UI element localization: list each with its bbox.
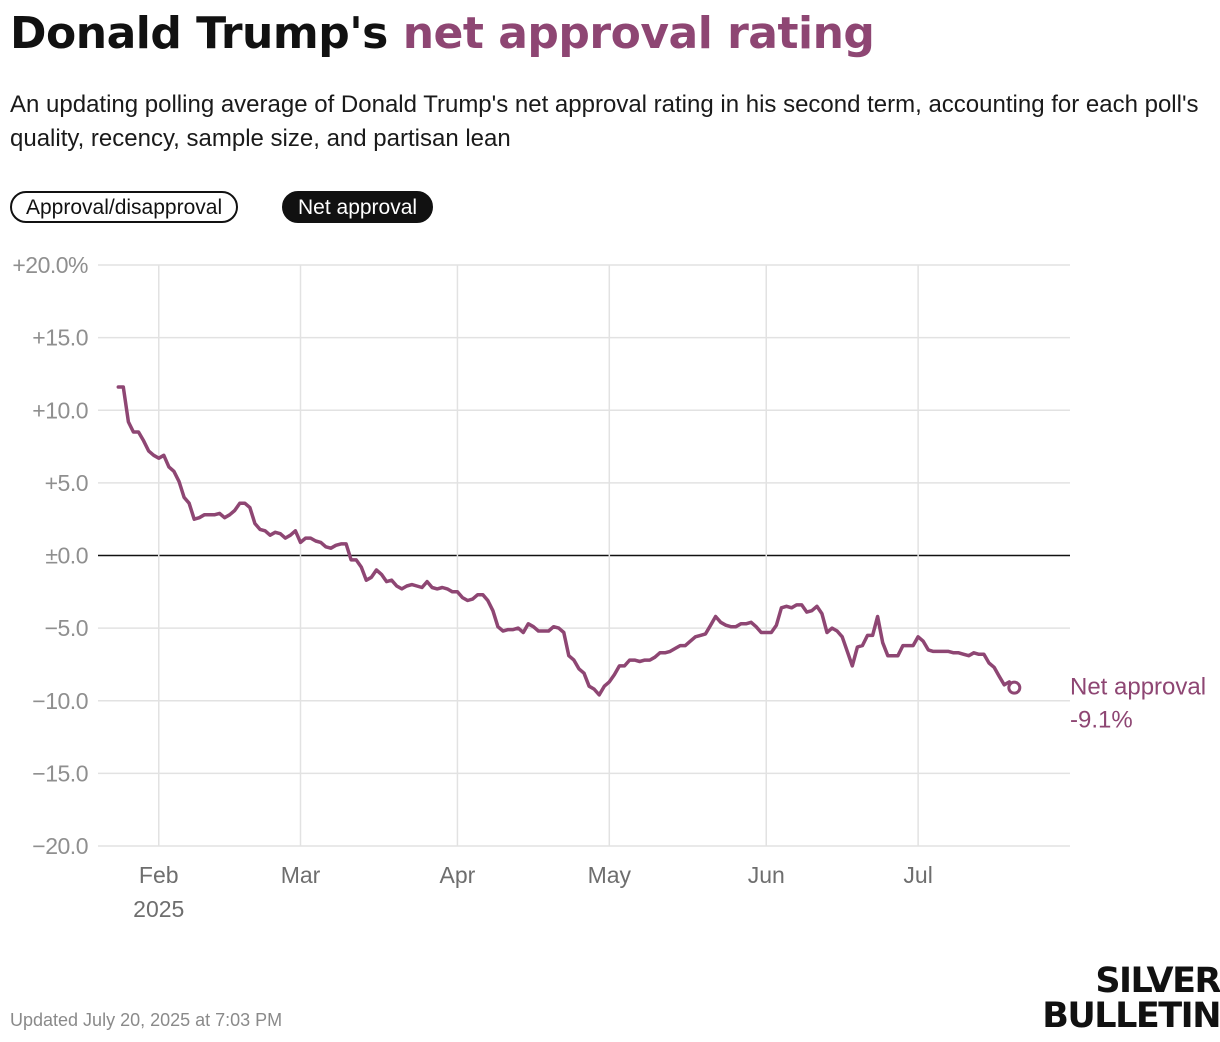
x-tick-label: Jun bbox=[748, 862, 785, 888]
net-approval-endpoint bbox=[1007, 680, 1022, 695]
x-tick-label: Apr bbox=[440, 862, 476, 888]
end-value-label: -9.1% bbox=[1070, 707, 1133, 734]
logo-line-1: SILVER bbox=[1095, 961, 1220, 1001]
x-tick-label: Jul bbox=[903, 862, 932, 888]
y-tick-label: +20.0% bbox=[12, 252, 88, 278]
end-series-label: Net approval bbox=[1070, 674, 1206, 701]
title-accent: net approval rating bbox=[402, 8, 875, 59]
y-tick-label: +5.0 bbox=[45, 470, 88, 496]
x-tick-sublabel: 2025 bbox=[133, 896, 184, 922]
chart-subtitle: An updating polling average of Donald Tr… bbox=[10, 91, 1199, 152]
approval-disapproval-toggle[interactable]: Approval/disapproval bbox=[10, 191, 239, 223]
x-tick-label: May bbox=[588, 862, 632, 888]
y-tick-label: −15.0 bbox=[32, 760, 88, 786]
net-approval-chart: +20.0% +15.0 +10.0 +5.0 ±0.0 −5.0 −10.0 −15.0 −2… bbox=[12, 252, 1206, 922]
x-tick-label: Mar bbox=[281, 862, 321, 888]
net-approval-toggle[interactable]: Net approval bbox=[282, 191, 434, 223]
y-tick-label: +10.0 bbox=[32, 397, 88, 423]
y-tick-label: +15.0 bbox=[32, 325, 88, 351]
y-tick-label: ±0.0 bbox=[45, 543, 88, 569]
y-tick-label: −20.0 bbox=[32, 833, 88, 859]
updated-timestamp: Updated July 20, 2025 at 7:03 PM bbox=[10, 1010, 283, 1030]
y-tick-label: −10.0 bbox=[32, 688, 88, 714]
title-prefix: Donald Trump's bbox=[10, 8, 388, 59]
chart-title: Donald Trump's net approval rating bbox=[10, 8, 875, 59]
y-tick-label: −5.0 bbox=[45, 615, 88, 641]
logo-line-2: BULLETIN bbox=[1042, 996, 1220, 1036]
x-tick-label: Feb bbox=[139, 862, 179, 888]
net-approval-line bbox=[116, 385, 1017, 697]
silver-bulletin-logo: SILVER BULLETIN bbox=[1030, 964, 1220, 1034]
